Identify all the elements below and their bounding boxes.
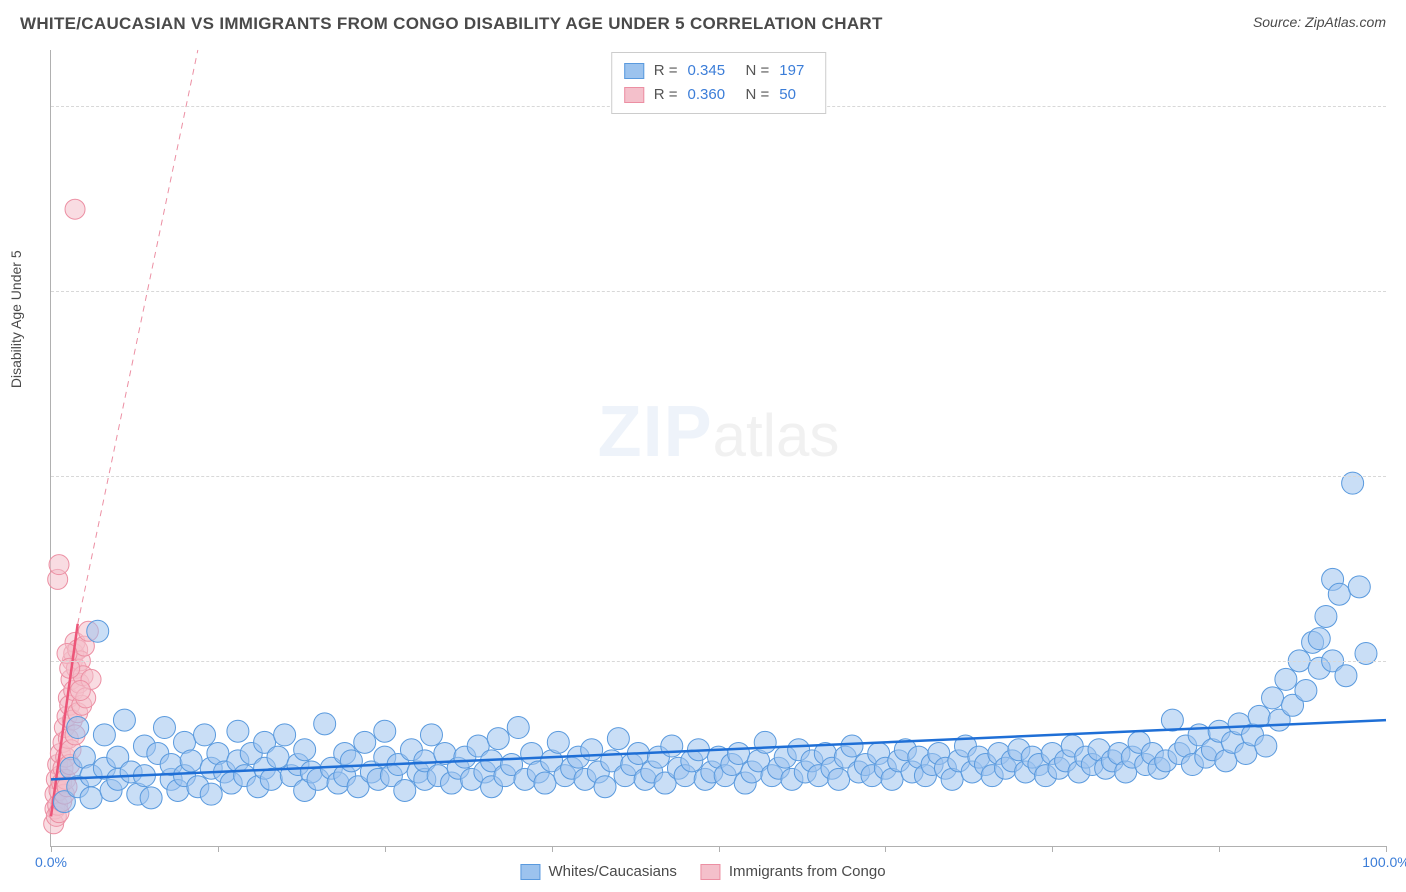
scatter-point [314,713,336,735]
scatter-point [374,720,396,742]
scatter-point [754,731,776,753]
bottom-legend: Whites/Caucasians Immigrants from Congo [520,863,885,880]
scatter-point [1348,576,1370,598]
source-label: Source: [1253,14,1305,30]
stats-row: R = 0.360 N = 50 [624,83,814,107]
scatter-point [1328,583,1350,605]
legend-swatch [624,63,644,79]
scatter-point [227,720,249,742]
scatter-point [65,199,85,219]
legend-label: Whites/Caucasians [548,863,676,880]
scatter-point [594,776,616,798]
scatter-point [1255,735,1277,757]
scatter-point [194,724,216,746]
x-tick [1219,846,1220,852]
scatter-point [828,768,850,790]
legend-item: Whites/Caucasians [520,863,676,880]
n-label: N = [746,83,770,107]
scatter-point [534,772,556,794]
plot-area: ZIPatlas R =0.345N =197R =0.360N =50 5.0… [50,50,1386,847]
stats-row: R = 0.345 N = 197 [624,59,814,83]
x-tick [218,846,219,852]
scatter-point [113,709,135,731]
stats-legend: R = 0.345 N = 197 R = 0.360 N = 50 [611,52,827,114]
x-tick-label: 100.0% [1362,854,1406,870]
scatter-point [547,731,569,753]
scatter-point [267,746,289,768]
scatter-point [180,750,202,772]
n-value: 50 [779,83,813,107]
scatter-point [87,620,109,642]
x-tick [385,846,386,852]
scatter-point [93,724,115,746]
x-tick [719,846,720,852]
r-value: 0.360 [688,83,736,107]
legend-label: Immigrants from Congo [729,863,886,880]
r-label: R = [654,83,678,107]
gridline [51,661,1386,662]
scatter-point [1335,665,1357,687]
x-tick [552,846,553,852]
scatter-point [340,750,362,772]
scatter-point [841,735,863,757]
n-value: 197 [779,59,813,83]
scatter-point [80,787,102,809]
x-tick [885,846,886,852]
scatter-point [661,735,683,757]
x-tick [1052,846,1053,852]
y-axis-label: Disability Age Under 5 [8,250,24,388]
x-tick [1386,846,1387,852]
scatter-point [354,731,376,753]
trend-line-extension [78,50,198,624]
scatter-point [274,724,296,746]
scatter-point [70,681,90,701]
scatter-point [1295,680,1317,702]
scatter-point [260,768,282,790]
scatter-point [1262,687,1284,709]
scatter-point [49,555,69,575]
scatter-point [487,728,509,750]
plot-svg [51,50,1386,846]
source-name: ZipAtlas.com [1305,14,1386,30]
chart-area: Disability Age Under 5 ZIPatlas R =0.345… [50,50,1386,847]
chart-title: WHITE/CAUCASIAN VS IMMIGRANTS FROM CONGO… [20,14,883,34]
scatter-point [1275,668,1297,690]
scatter-point [1308,628,1330,650]
x-tick [51,846,52,852]
scatter-point [581,739,603,761]
legend-item: Immigrants from Congo [701,863,886,880]
r-label: R = [654,59,678,83]
scatter-point [1248,705,1270,727]
scatter-point [294,739,316,761]
scatter-point [507,717,529,739]
scatter-point [153,717,175,739]
scatter-point [1315,605,1337,627]
x-tick-label: 0.0% [35,854,67,870]
scatter-point [140,787,162,809]
scatter-point [1161,709,1183,731]
legend-swatch [520,864,540,880]
n-label: N = [746,59,770,83]
scatter-point [67,717,89,739]
scatter-point [607,728,629,750]
scatter-point [728,742,750,764]
source-attribution: Source: ZipAtlas.com [1253,14,1386,30]
scatter-point [394,779,416,801]
r-value: 0.345 [688,59,736,83]
gridline [51,476,1386,477]
legend-swatch [624,87,644,103]
scatter-point [420,724,442,746]
gridline [51,291,1386,292]
legend-swatch [701,864,721,880]
scatter-point [200,783,222,805]
